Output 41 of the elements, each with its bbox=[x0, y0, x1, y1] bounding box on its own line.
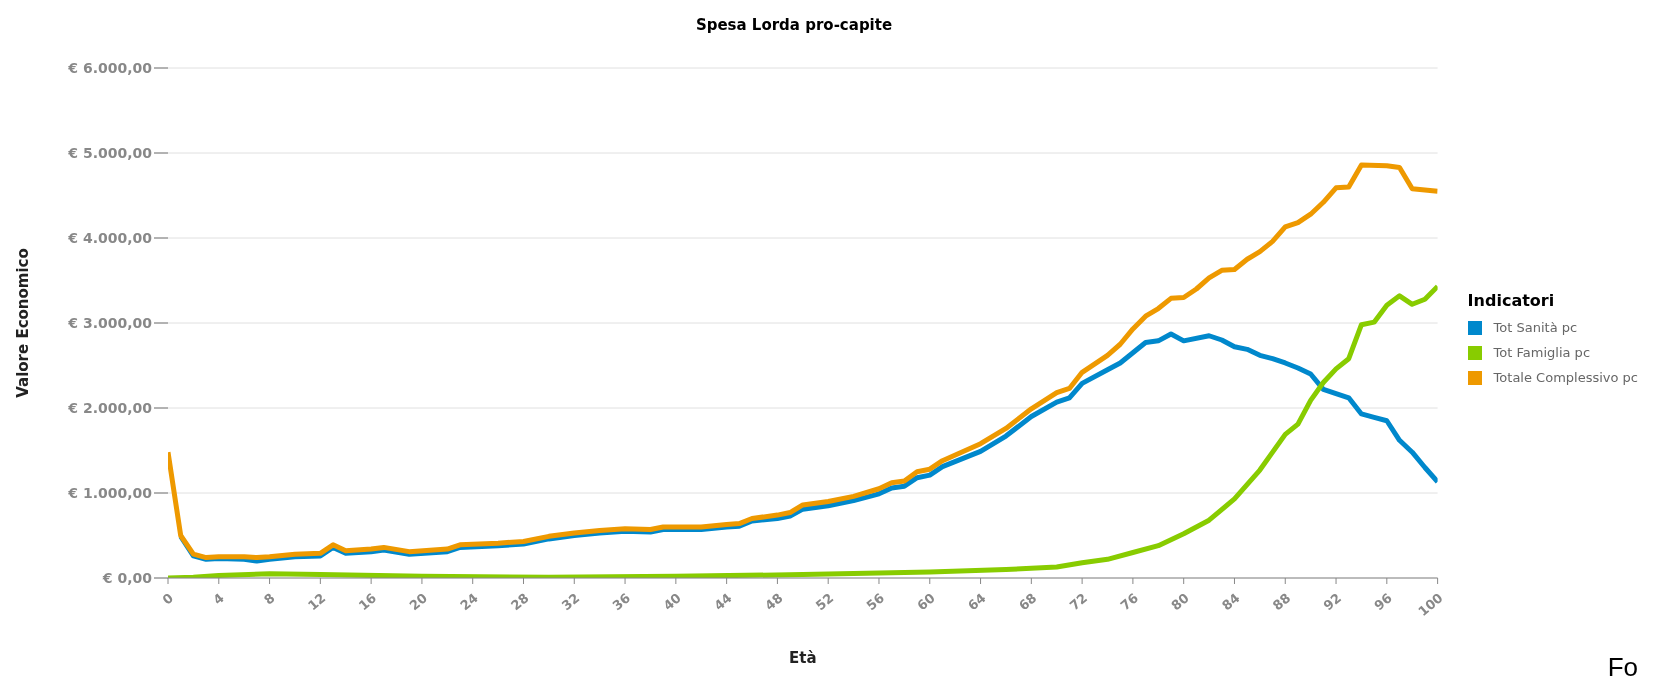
x-tick-label: 72 bbox=[1066, 590, 1091, 614]
x-axis-title: Età bbox=[789, 649, 817, 667]
x-tick-label: 76 bbox=[1117, 590, 1141, 614]
y-tick-label: € 4.000,00 bbox=[67, 229, 153, 246]
x-tick-label: 40 bbox=[660, 590, 684, 614]
x-tick-label: 12 bbox=[304, 590, 329, 614]
x-tick-label: 52 bbox=[812, 590, 837, 614]
legend-label: Tot Famiglia pc bbox=[1492, 345, 1592, 360]
x-tick-label: 0 bbox=[159, 590, 177, 608]
x-tick-label: 92 bbox=[1320, 590, 1345, 614]
x-tick-label: 4 bbox=[210, 590, 227, 608]
legend-title: Indicatori bbox=[1467, 291, 1556, 310]
x-tick-label: 84 bbox=[1219, 590, 1243, 614]
y-tick-label: € 1.000,00 bbox=[67, 484, 153, 501]
y-axis-title: Valore Economico bbox=[14, 248, 33, 398]
x-tick-label: 44 bbox=[711, 590, 735, 614]
y-tick-label: € 0,00 bbox=[101, 569, 153, 586]
x-tick-label: 16 bbox=[355, 590, 380, 614]
x-tick-label: 8 bbox=[261, 590, 278, 608]
y-tick-label: € 2.000,00 bbox=[67, 399, 153, 416]
x-tick-label: 24 bbox=[457, 590, 481, 614]
x-tick-label: 68 bbox=[1015, 590, 1040, 614]
x-tick-label: 20 bbox=[406, 590, 431, 614]
x-tick-label: 96 bbox=[1371, 590, 1395, 614]
legend-label: Tot Sanità pc bbox=[1492, 320, 1579, 335]
x-tick-label: 80 bbox=[1168, 590, 1192, 614]
x-tick-label: 28 bbox=[508, 590, 532, 614]
x-tick-label: 56 bbox=[863, 590, 888, 614]
chart-title: Spesa Lorda pro-capite bbox=[694, 16, 894, 34]
x-tick-label: 48 bbox=[762, 590, 786, 614]
x-tick-label: 100 bbox=[1415, 590, 1446, 620]
y-tick-label: € 6.000,00 bbox=[67, 59, 153, 76]
text: Fo bbox=[1607, 652, 1638, 683]
x-tick-label: 36 bbox=[609, 590, 634, 614]
x-tick-label: 64 bbox=[965, 590, 989, 614]
x-tick-label: 60 bbox=[914, 590, 938, 614]
y-tick-label: € 5.000,00 bbox=[67, 144, 153, 161]
x-tick-label: 32 bbox=[558, 590, 583, 614]
y-tick-label: € 3.000,00 bbox=[67, 314, 153, 331]
x-tick-label: 88 bbox=[1269, 590, 1294, 614]
legend-label: Totale Complessivo pc bbox=[1492, 370, 1638, 385]
